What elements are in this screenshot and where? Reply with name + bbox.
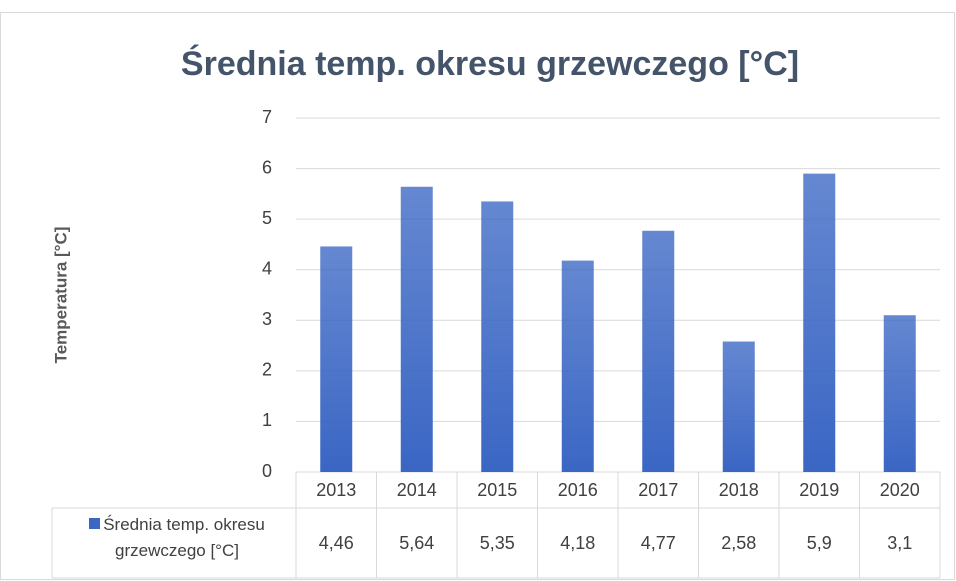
table-value: 4,46 <box>319 533 354 553</box>
x-tick-label: 2017 <box>638 480 678 500</box>
bar <box>642 230 675 472</box>
x-tick-label: 2016 <box>558 480 598 500</box>
x-tick-label: 2013 <box>316 480 356 500</box>
bar <box>883 315 916 472</box>
legend-swatch <box>89 518 101 529</box>
y-tick-label: 3 <box>262 309 272 329</box>
y-tick-label: 4 <box>262 258 272 278</box>
x-tick-label: 2018 <box>719 480 759 500</box>
x-tick-label: 2019 <box>799 480 839 500</box>
table-value: 4,18 <box>560 533 595 553</box>
table-value: 5,35 <box>480 533 515 553</box>
y-tick-label: 5 <box>262 208 272 228</box>
table-value: 5,64 <box>399 533 434 553</box>
chart-border <box>0 12 955 580</box>
bar <box>320 246 353 472</box>
bar <box>481 201 514 472</box>
table-value: 3,1 <box>887 533 912 553</box>
y-tick-label: 0 <box>262 461 272 481</box>
table-value: 2,58 <box>721 533 756 553</box>
x-tick-label: 2014 <box>397 480 437 500</box>
bar <box>400 186 433 472</box>
bar <box>561 260 594 472</box>
bar <box>803 173 836 472</box>
legend-entry: Średnia temp. okresu grzewczego [°C] <box>60 512 294 564</box>
y-tick-label: 1 <box>262 410 272 430</box>
y-axis-label: Temperatura [°C] <box>51 227 70 364</box>
table-value: 4,77 <box>641 533 676 553</box>
table-value: 5,9 <box>807 533 832 553</box>
x-tick-label: 2015 <box>477 480 517 500</box>
legend-label: Średnia temp. okresu grzewczego [°C] <box>103 515 265 560</box>
y-tick-label: 6 <box>262 157 272 177</box>
x-tick-label: 2020 <box>880 480 920 500</box>
y-tick-label: 7 <box>262 107 272 127</box>
chart-title: Średnia temp. okresu grzewczego [°C] <box>181 45 799 83</box>
bar <box>722 341 755 472</box>
y-tick-label: 2 <box>262 360 272 380</box>
